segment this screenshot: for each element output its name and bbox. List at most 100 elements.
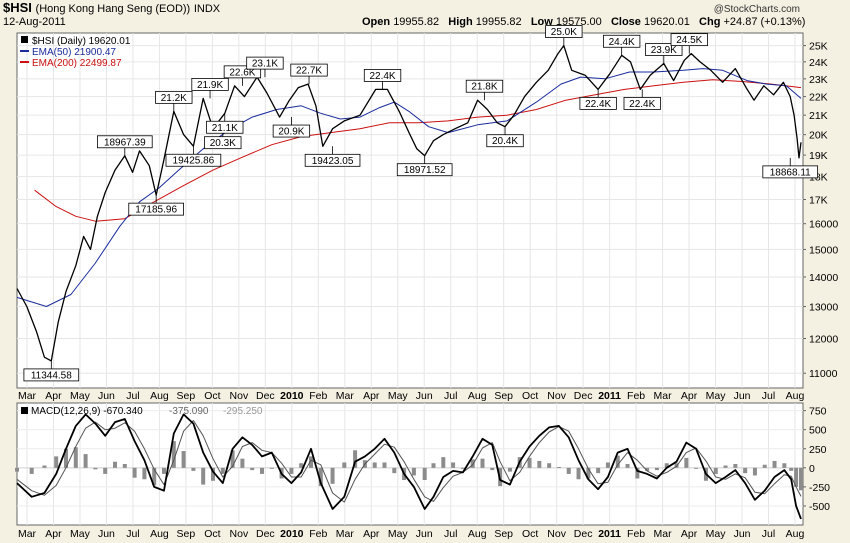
annotation-box (603, 34, 641, 48)
macd-histogram-bar (694, 467, 699, 469)
macd-histogram-bar (566, 467, 571, 474)
macd-x-tick-label: Jun (98, 528, 115, 540)
chg-label: Chg (699, 16, 721, 28)
macd-histogram-bar (752, 467, 757, 476)
price-legend-entry: EMA(200) 22499.87 (32, 58, 122, 69)
annotation-box (23, 368, 80, 382)
macd-x-tick-label: Oct (522, 528, 538, 540)
annotation-label: 22.6K (229, 67, 255, 78)
annotation-box (165, 153, 222, 167)
price-x-tick-label: Apr (45, 390, 62, 402)
macd-histogram-bar (654, 467, 659, 471)
chart-title: $HSI (Hong Kong Hang Seng (EOD)) INDX (3, 0, 220, 15)
price-x-tick-label: Jun (416, 390, 433, 402)
macd-histogram-bar (411, 467, 416, 476)
macd-histogram-bar (289, 467, 294, 474)
macd-histogram-bar (318, 467, 323, 487)
macd-histogram-bar (460, 467, 465, 469)
macd-histogram-bar (73, 447, 78, 468)
price-y-tick-label: 12000 (809, 333, 838, 345)
macd-histogram-bar (171, 441, 176, 468)
macd-histogram-bar (556, 467, 561, 469)
price-x-tick-label: Sep (494, 390, 513, 402)
macd-histogram-bar (220, 467, 225, 474)
legend-swatch (21, 36, 28, 43)
macd-histogram-bar (330, 467, 335, 484)
macd-histogram-bar (625, 464, 630, 468)
macd-histogram-bar (576, 467, 581, 480)
macd-x-tick-label: Nov (230, 528, 249, 540)
macd-histogram-bar (132, 467, 137, 478)
annotation-box (204, 136, 242, 150)
macd-histogram-bar (794, 467, 799, 487)
macd-histogram-bar (103, 467, 108, 474)
price-y-tick-label: 11000 (809, 368, 838, 380)
price-x-tick-label: Dec (574, 390, 593, 402)
price-legend-entry: $HSI (Daily) 19620.01 (32, 36, 131, 47)
price-y-tick-label: 13000 (809, 302, 838, 314)
macd-histogram-bar (480, 458, 485, 468)
stockcharts-logo: @StockCharts.com (713, 4, 800, 15)
annotation-label: 20.3K (210, 138, 236, 149)
annotation-label: 24.4K (609, 37, 635, 48)
macd-histogram-bar (392, 467, 397, 474)
macd-histogram-bar (353, 450, 358, 468)
annotation-box (290, 63, 328, 77)
macd-x-tick-label: Sep (494, 528, 513, 540)
annotation-label: 23.1K (252, 59, 278, 70)
macd-histogram-bar (142, 467, 147, 480)
macd-y-tick-label: 750 (809, 406, 827, 418)
annotation-box (128, 202, 184, 216)
index-name: (Hong Kong Hang Seng (EOD)) (35, 3, 191, 15)
macd-histogram-bar (382, 462, 387, 468)
macd-histogram-bar (490, 467, 495, 471)
macd-x-tick-label: Sep (177, 528, 196, 540)
macd-x-tick-label: Jun (416, 528, 433, 540)
macd-histogram-bar (782, 463, 787, 468)
macd-histogram-bar (527, 457, 532, 468)
price-y-tick-label: 24K (809, 57, 828, 69)
price-x-tick-label: Jul (444, 390, 457, 402)
macd-y-tick-label: 500 (809, 425, 827, 437)
macd-line (16, 413, 802, 520)
price-x-tick-label: Feb (627, 390, 645, 402)
annotation-label: 25.0K (551, 27, 577, 38)
index-type: INDX (193, 3, 221, 15)
annotation-box (465, 79, 504, 93)
annotation-label: 11344.58 (31, 370, 72, 381)
price-x-tick-label: May (706, 390, 727, 402)
macd-histogram-bar (789, 467, 794, 471)
annotation-label: 17185.96 (135, 205, 177, 216)
annotation-label: 20.9K (278, 127, 304, 138)
annotation-label: 18971.52 (404, 165, 446, 176)
annotation-label: 21.8K (471, 82, 497, 93)
annotation-label: 23.9K (651, 45, 677, 56)
macd-x-tick-label: 2011 (598, 528, 621, 540)
chart-header: $HSI (Hong Kong Hang Seng (EOD)) INDX 12… (0, 0, 850, 32)
macd-histogram-bar (201, 467, 206, 485)
macd-histogram-bar (309, 456, 313, 468)
annotation-label: 20.4K (492, 136, 518, 147)
macd-x-tick-label: Apr (45, 528, 62, 540)
macd-histogram-bar (64, 448, 68, 468)
annotation-box (97, 135, 153, 149)
price-x-tick-label: Oct (522, 390, 538, 402)
price-x-tick-label: Apr (363, 390, 380, 402)
price-y-tick-label: 23K (809, 74, 828, 86)
price-x-tick-label: Nov (547, 390, 566, 402)
annotation-box (155, 90, 193, 104)
annotation-label: 21.9K (197, 80, 223, 91)
macd-histogram-bar (342, 462, 347, 468)
macd-x-tick-label: Jul (762, 528, 775, 540)
macd-y-tick-label: 250 (809, 444, 827, 456)
low-value: 19575.00 (555, 16, 602, 28)
annotation-box (645, 43, 683, 56)
macd-histogram-bar (431, 463, 436, 468)
price-x-tick-label: Mar (654, 390, 673, 402)
high-label: High (448, 16, 473, 28)
chart-date: 12-Aug-2011 (3, 16, 66, 28)
annotation-label: 22.7K (296, 66, 322, 77)
price-x-tick-label: Jul (126, 390, 139, 402)
price-x-tick-label: Jun (734, 390, 751, 402)
